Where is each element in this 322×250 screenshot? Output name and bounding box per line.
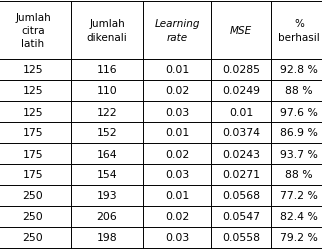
Text: 0.02: 0.02 [165,212,189,222]
Text: 97.6 %: 97.6 % [280,107,318,117]
Text: %
berhasil: % berhasil [278,19,320,42]
Text: Jumlah
dikenali: Jumlah dikenali [87,19,128,42]
Text: 86.9 %: 86.9 % [280,128,318,138]
Text: 0.01: 0.01 [229,107,253,117]
Text: 198: 198 [97,232,117,242]
Text: 175: 175 [23,128,43,138]
Text: Jumlah
citra
latih: Jumlah citra latih [15,13,51,49]
Text: 0.0243: 0.0243 [222,149,260,159]
Text: 206: 206 [97,212,118,222]
Text: 0.0568: 0.0568 [222,191,260,201]
Text: 116: 116 [97,65,117,75]
Text: 0.0558: 0.0558 [222,232,260,242]
Text: 0.0271: 0.0271 [222,170,260,180]
Text: 0.02: 0.02 [165,149,189,159]
Text: 79.2 %: 79.2 % [280,232,318,242]
Text: 193: 193 [97,191,117,201]
Text: 0.02: 0.02 [165,86,189,96]
Text: 93.7 %: 93.7 % [280,149,318,159]
Text: 175: 175 [23,170,43,180]
Text: 0.0547: 0.0547 [222,212,260,222]
Text: 88 %: 88 % [285,170,313,180]
Text: 154: 154 [97,170,117,180]
Text: Learning
rate: Learning rate [154,19,200,42]
Text: 125: 125 [23,86,43,96]
Text: 0.03: 0.03 [165,170,189,180]
Text: 175: 175 [23,149,43,159]
Text: 88 %: 88 % [285,86,313,96]
Text: 77.2 %: 77.2 % [280,191,318,201]
Text: 0.01: 0.01 [165,65,189,75]
Text: 0.0249: 0.0249 [222,86,260,96]
Text: 164: 164 [97,149,117,159]
Text: 0.03: 0.03 [165,232,189,242]
Text: 125: 125 [23,107,43,117]
Text: 152: 152 [97,128,117,138]
Text: 92.8 %: 92.8 % [280,65,318,75]
Text: 125: 125 [23,65,43,75]
Text: 0.0285: 0.0285 [222,65,260,75]
Text: 82.4 %: 82.4 % [280,212,318,222]
Text: 250: 250 [23,232,43,242]
Text: 0.0374: 0.0374 [222,128,260,138]
Text: 250: 250 [23,212,43,222]
Text: MSE: MSE [230,26,252,36]
Text: 250: 250 [23,191,43,201]
Text: 110: 110 [97,86,118,96]
Text: 0.01: 0.01 [165,128,189,138]
Text: 0.03: 0.03 [165,107,189,117]
Text: 0.01: 0.01 [165,191,189,201]
Text: 122: 122 [97,107,117,117]
